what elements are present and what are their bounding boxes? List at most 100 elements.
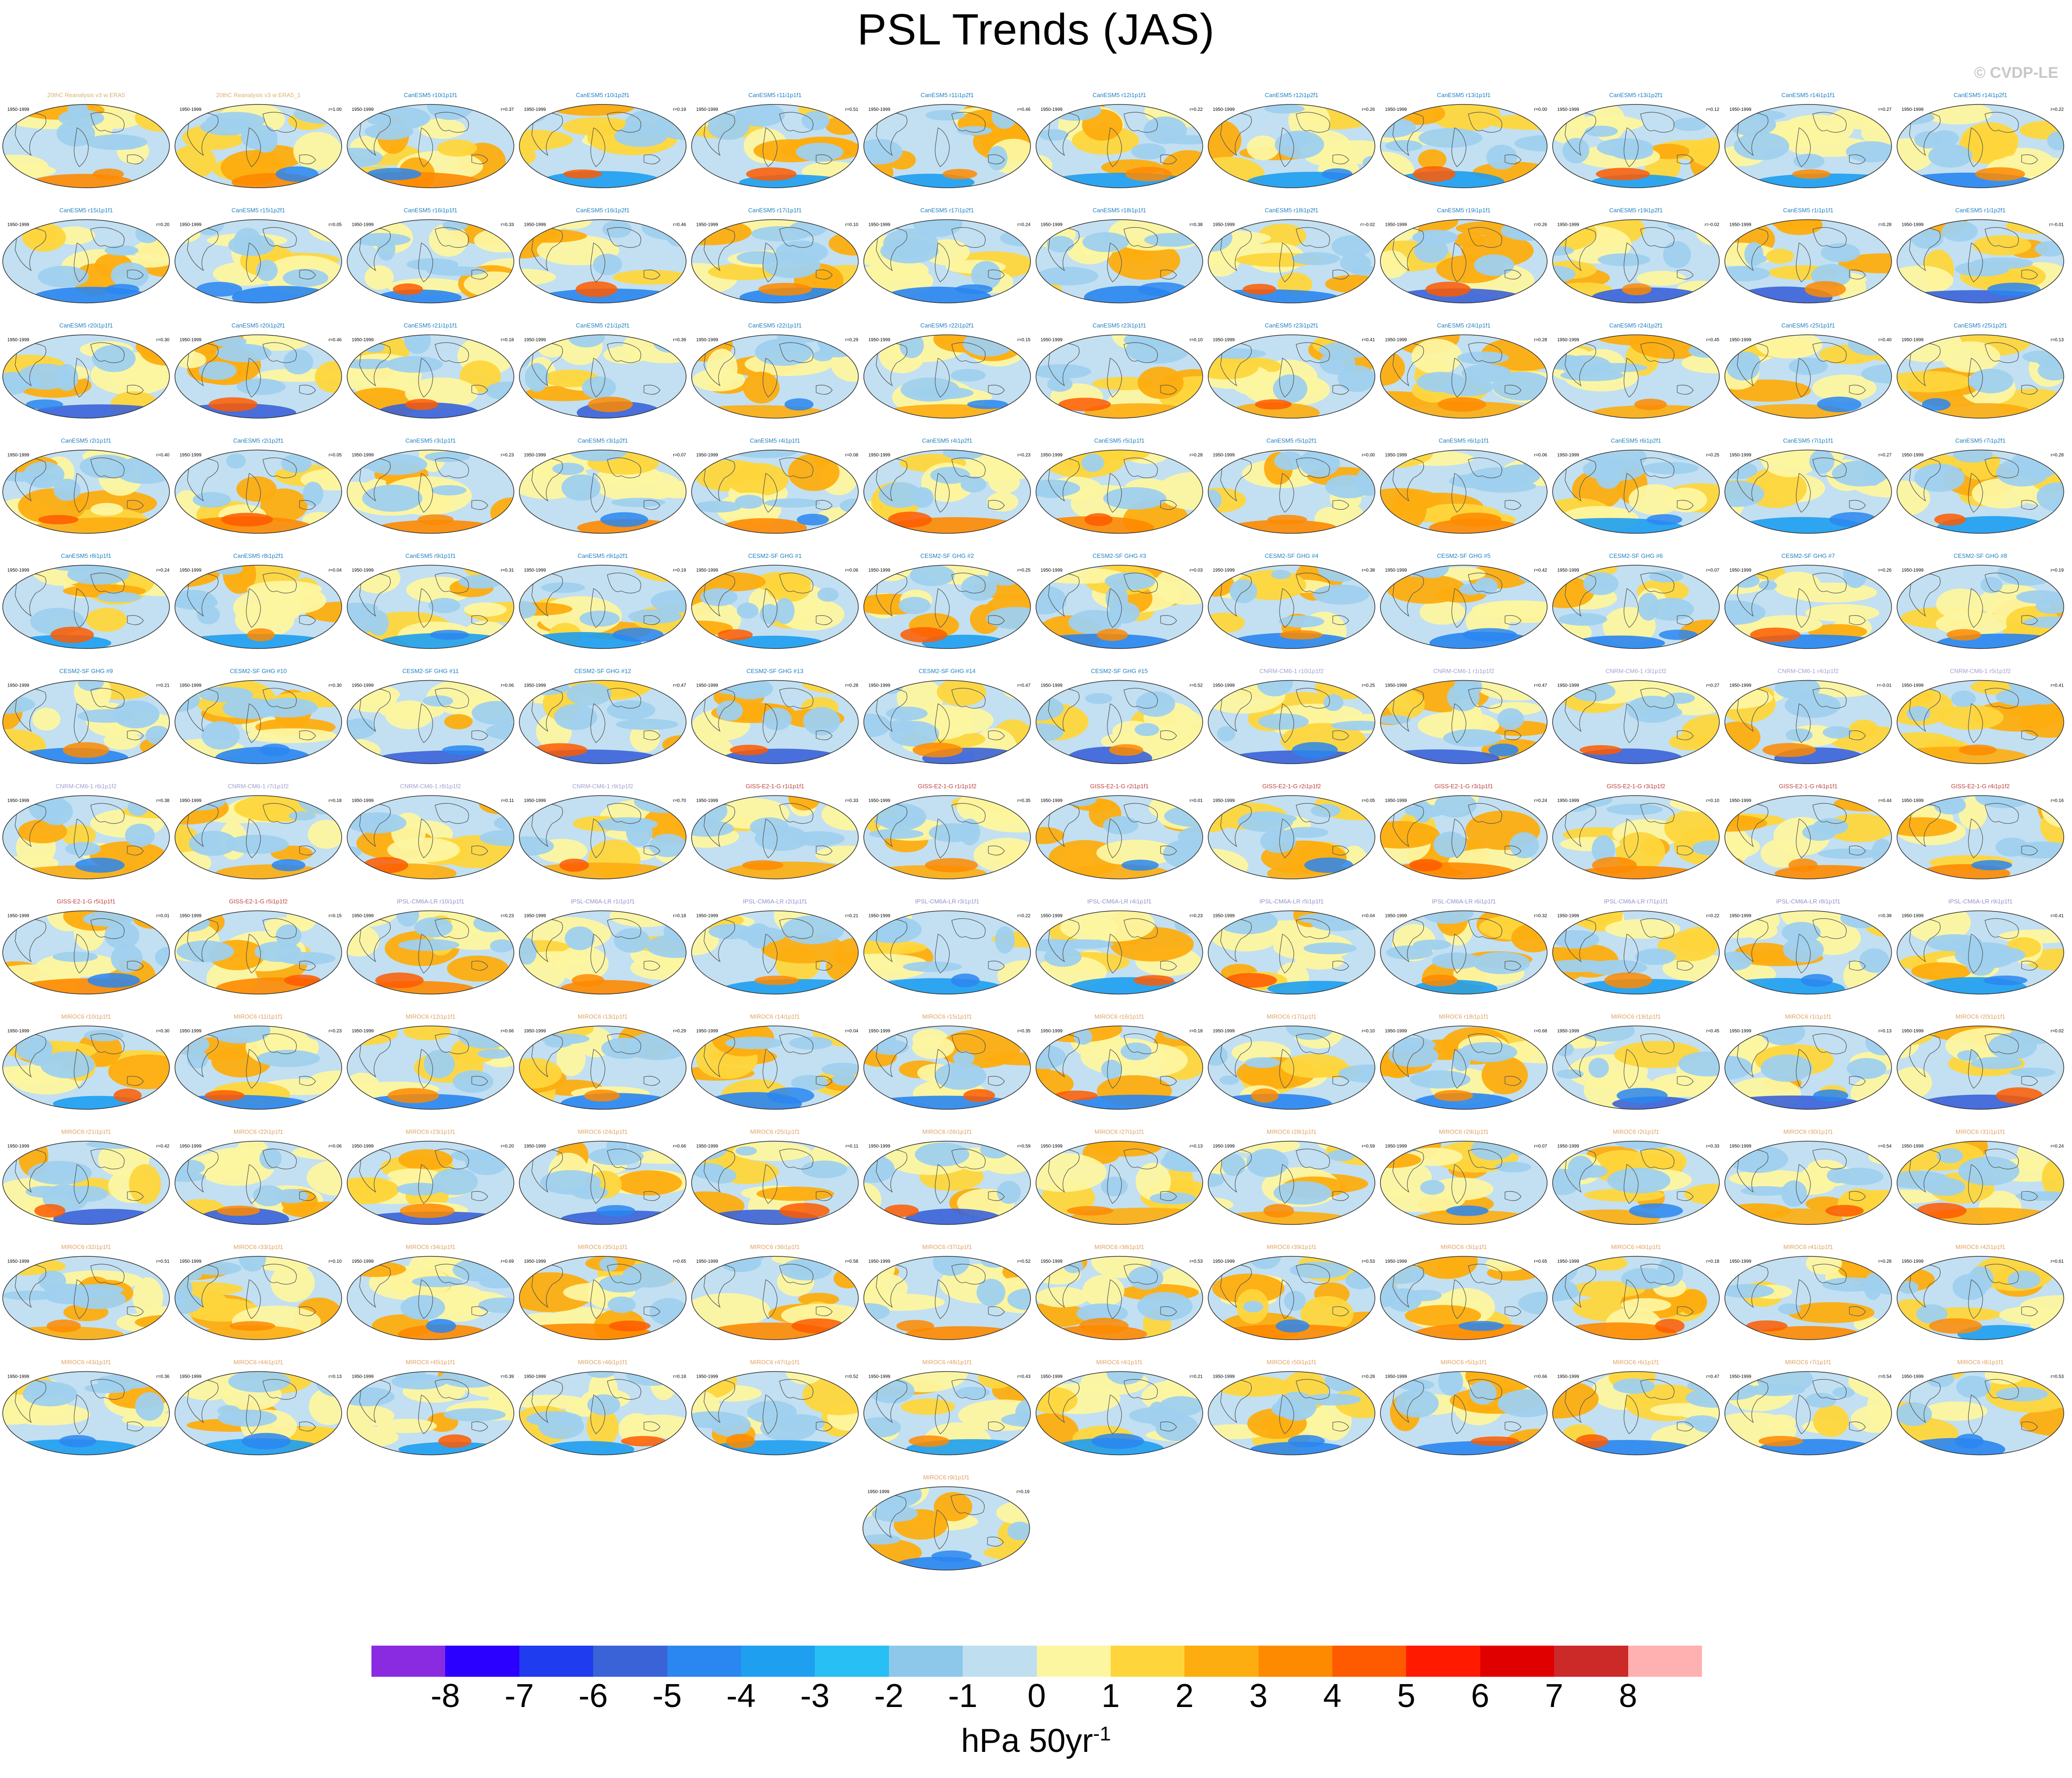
panel-period: 1950-1999 <box>1041 914 1063 919</box>
panel-period: 1950-1999 <box>1902 338 1924 343</box>
map-panel: CanESM5 r20i1p1f1 1950-1999 r=0.30 <box>2 322 170 419</box>
panel-title: MIROC6 r12i1p1f1 <box>406 1013 455 1020</box>
panel-correlation: r=0.11 <box>845 1144 858 1149</box>
panel-title: CanESM5 r6i1p1f1 <box>1439 437 1489 444</box>
panel-period: 1950-1999 <box>1385 798 1407 803</box>
map-panel: MIROC6 r33i1p1f1 1950-1999 r=0.10 <box>174 1244 342 1340</box>
map-outline <box>1724 219 1892 304</box>
map-panel: CanESM5 r21i1p2f1 1950-1999 r=0.39 <box>519 322 687 419</box>
panel-correlation: r=0.01 <box>156 914 169 919</box>
panel-title: GISS-E2-1-G r4i1p1f1 <box>1779 783 1838 790</box>
panel-title: 20thC Reanalysis v3 w ERA5 <box>47 92 125 98</box>
map-field <box>1036 1256 1203 1340</box>
panel-correlation: r=-0.02 <box>1360 223 1375 228</box>
map-panel: MIROC6 r6i1p1f1 1950-1999 r=0.47 <box>1552 1359 1720 1456</box>
colorbar-swatch <box>963 1646 1037 1677</box>
panel-period: 1950-1999 <box>868 1259 890 1264</box>
panel-correlation: r=0.10 <box>1362 1029 1375 1034</box>
colorbar-swatch <box>593 1646 668 1677</box>
map-outline <box>1208 1140 1375 1225</box>
map-panel: MIROC6 r16i1p1f1 1950-1999 r=0.18 <box>1036 1013 1203 1110</box>
panel-period: 1950-1999 <box>1385 683 1407 688</box>
panel-correlation: r=0.27 <box>1878 107 1892 112</box>
map-outline <box>174 219 342 304</box>
panel-correlation: r=0.39 <box>501 1374 514 1380</box>
map-field <box>1553 1026 1719 1109</box>
panel-title: CanESM5 r3i1p1f1 <box>405 437 456 444</box>
map-panel: CanESM5 r2i1p2f1 1950-1999 r=0.05 <box>174 437 342 534</box>
panel-title: MIROC6 r33i1p1f1 <box>234 1244 283 1250</box>
panel-period: 1950-1999 <box>352 338 374 343</box>
panel-title: MIROC6 r1i1p1f1 <box>1785 1013 1831 1020</box>
panel-title: IPSL-CM6A-LR r1i1p1f1 <box>571 898 635 905</box>
map-field <box>1380 1141 1547 1225</box>
panel-period: 1950-1999 <box>868 798 890 803</box>
map-outline <box>1897 219 2064 304</box>
panel-correlation: r=0.06 <box>1534 453 1547 458</box>
map-panel: CanESM5 r18i1p1f1 1950-1999 r=0.38 <box>1036 207 1203 304</box>
panel-period: 1950-1999 <box>696 568 718 573</box>
panel-title: CanESM5 r19i1p2f1 <box>1609 207 1663 214</box>
map-panel: MIROC6 r18i1p1f1 1950-1999 r=0.68 <box>1380 1013 1548 1110</box>
map-outline <box>1208 1371 1375 1456</box>
map-field <box>1208 219 1375 303</box>
map-field <box>3 104 169 188</box>
panel-title: IPSL-CM6A-LR r4i1p1f1 <box>1087 898 1151 905</box>
map-outline <box>1552 334 1720 419</box>
colorbar-swatch <box>371 1646 446 1677</box>
panel-title: CESM2-SF GHG #13 <box>747 668 803 675</box>
map-field <box>864 104 1031 188</box>
panel-correlation: r=0.27 <box>1878 453 1892 458</box>
map-field <box>3 219 169 303</box>
panel-correlation: r=0.18 <box>501 338 514 343</box>
map-panel: CanESM5 r4i1p2f1 1950-1999 r=0.23 <box>863 437 1031 534</box>
map-outline <box>174 680 342 764</box>
colorbar-swatch <box>889 1646 963 1677</box>
map-outline <box>691 910 859 995</box>
colorbar-tick: 6 <box>1471 1678 1489 1714</box>
panel-correlation: r=0.53 <box>1189 1259 1203 1264</box>
map-field <box>692 335 858 418</box>
panel-title: MIROC6 r42i1p1f1 <box>1956 1244 2005 1250</box>
panel-correlation: r=0.41 <box>1362 338 1375 343</box>
map-field <box>3 450 169 534</box>
panel-correlation: r=0.54 <box>1878 1374 1892 1380</box>
panel-period: 1950-1999 <box>1902 1144 1924 1149</box>
colorbar-tick: -7 <box>504 1678 534 1714</box>
map-field <box>692 911 858 994</box>
map-outline <box>519 1140 687 1225</box>
colorbar-swatch <box>741 1646 815 1677</box>
panel-title: GISS-E2-1-G r2i1p1f2 <box>1262 783 1321 790</box>
panel-title: CESM2-SF GHG #15 <box>1091 668 1148 675</box>
panel-period: 1950-1999 <box>524 798 546 803</box>
map-panel: CESM2-SF GHG #7 1950-1999 r=0.26 <box>1724 552 1892 649</box>
map-panel: CanESM5 r17i1p2f1 1950-1999 r=0.24 <box>863 207 1031 304</box>
map-field <box>1036 911 1203 994</box>
panel-correlation: r=0.25 <box>1706 453 1719 458</box>
panel-period: 1950-1999 <box>7 1144 29 1149</box>
map-panel: MIROC6 r7i1p1f1 1950-1999 r=0.54 <box>1724 1359 1892 1456</box>
map-field <box>3 1371 169 1455</box>
panel-title: MIROC6 r50i1p1f1 <box>1267 1359 1316 1366</box>
colorbar-swatch <box>1184 1646 1259 1677</box>
map-panel: GISS-E2-1-G r2i1p1f1 1950-1999 r=0.01 <box>1036 783 1203 879</box>
map-panel: MIROC6 r21i1p1f1 1950-1999 r=0.42 <box>2 1129 170 1225</box>
panel-correlation: r=0.44 <box>1878 798 1892 803</box>
colorbar-label: hPa 50yr-1 <box>0 1722 2072 1760</box>
panel-period: 1950-1999 <box>696 107 718 112</box>
panel-correlation: r=0.26 <box>1362 107 1375 112</box>
panel-period: 1950-1999 <box>696 1029 718 1034</box>
panel-title: 20thC Reanalysis v3 w ERA5_1 <box>216 92 300 98</box>
map-outline <box>2 795 170 879</box>
map-panel: IPSL-CM6A-LR r4i1p1f1 1950-1999 r=0.23 <box>1036 898 1203 995</box>
panel-correlation: r=0.00 <box>1362 453 1375 458</box>
map-panel: MIROC6 r26i1p1f1 1950-1999 r=0.59 <box>863 1129 1031 1225</box>
map-field <box>1208 680 1375 764</box>
map-panel: MIROC6 r8i1p1f1 1950-1999 r=0.53 <box>1897 1359 2064 1456</box>
panel-title: MIROC6 r39i1p1f1 <box>1267 1244 1316 1250</box>
panel-correlation: r=0.18 <box>673 914 686 919</box>
map-outline <box>1552 795 1720 879</box>
map-outline <box>2 1140 170 1225</box>
panel-title: CanESM5 r6i1p2f1 <box>1611 437 1661 444</box>
map-outline <box>1897 1256 2064 1340</box>
